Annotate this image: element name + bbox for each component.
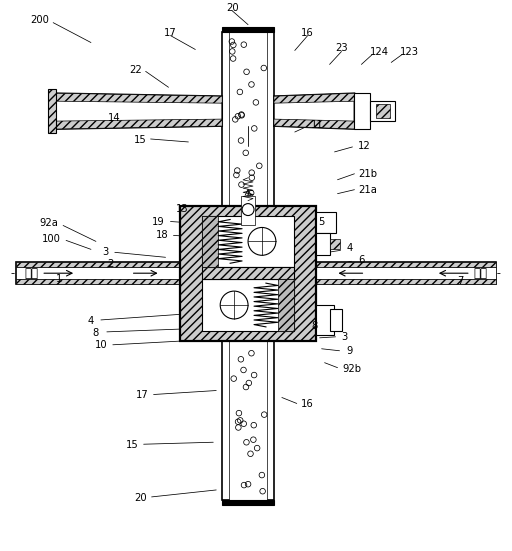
Text: 15: 15 [134, 135, 147, 145]
Bar [330, 309, 342, 331]
Bar [202, 215, 294, 267]
Bar [278, 279, 294, 331]
Text: 20: 20 [134, 493, 147, 503]
Text: 19: 19 [152, 217, 165, 226]
Bar [222, 500, 274, 505]
Bar [48, 89, 56, 133]
Text: 8: 8 [311, 321, 318, 331]
Text: 4: 4 [346, 244, 353, 253]
Text: 21b: 21b [358, 169, 377, 179]
Text: 3: 3 [103, 247, 109, 257]
Bar [316, 234, 330, 255]
Text: 7: 7 [458, 276, 464, 286]
Text: 1: 1 [56, 274, 62, 284]
Text: 11: 11 [311, 120, 324, 130]
Text: 16: 16 [302, 399, 314, 409]
Bar [16, 267, 180, 279]
Bar [316, 279, 496, 284]
Text: 6: 6 [358, 255, 365, 265]
Text: 17: 17 [164, 28, 177, 37]
Polygon shape [56, 93, 222, 129]
Bar [316, 305, 333, 335]
Text: 9: 9 [346, 346, 353, 356]
Text: 17: 17 [136, 391, 149, 401]
Polygon shape [274, 93, 354, 103]
Text: 23: 23 [335, 44, 348, 53]
Text: 22: 22 [130, 66, 142, 75]
Bar [330, 239, 339, 250]
Text: 负压: 负压 [474, 267, 488, 280]
Text: 正压: 正压 [24, 267, 38, 280]
Bar [202, 215, 218, 267]
Text: 100: 100 [42, 234, 60, 245]
Circle shape [242, 204, 254, 215]
Bar [222, 341, 274, 500]
Bar [229, 341, 267, 500]
Bar [222, 31, 274, 206]
Bar [376, 104, 390, 118]
Circle shape [248, 228, 276, 255]
Bar [316, 267, 496, 279]
Text: 8: 8 [93, 328, 99, 338]
Text: 15: 15 [126, 440, 139, 450]
Polygon shape [274, 93, 354, 129]
Bar [354, 93, 370, 129]
Text: 2: 2 [108, 260, 114, 269]
Text: 4: 4 [88, 316, 94, 326]
Polygon shape [56, 93, 222, 103]
Bar [316, 212, 335, 234]
Text: 18: 18 [156, 230, 169, 240]
Text: 124: 124 [370, 47, 389, 57]
Text: 12: 12 [358, 141, 371, 151]
Text: 3: 3 [342, 332, 348, 342]
Bar [16, 279, 180, 284]
Bar [370, 101, 395, 121]
Bar [16, 262, 180, 267]
Bar [202, 279, 294, 331]
Text: 10: 10 [95, 340, 107, 350]
Text: 21a: 21a [358, 185, 377, 195]
Bar [316, 262, 496, 267]
Polygon shape [56, 119, 222, 129]
Text: 20: 20 [226, 3, 239, 13]
Circle shape [220, 291, 248, 319]
Text: 13: 13 [176, 203, 189, 214]
Polygon shape [274, 119, 354, 129]
Bar [222, 26, 274, 31]
Bar [229, 31, 267, 206]
Bar [16, 262, 180, 284]
Text: 92b: 92b [342, 364, 361, 374]
Text: 200: 200 [30, 15, 49, 25]
Text: 14: 14 [108, 113, 120, 123]
Text: 16: 16 [302, 28, 314, 37]
Bar [202, 267, 294, 279]
Bar [241, 196, 255, 225]
Bar [316, 262, 496, 284]
Bar [180, 206, 316, 341]
Text: 92a: 92a [40, 219, 59, 229]
Text: 5: 5 [318, 217, 325, 226]
Text: 123: 123 [400, 47, 419, 57]
